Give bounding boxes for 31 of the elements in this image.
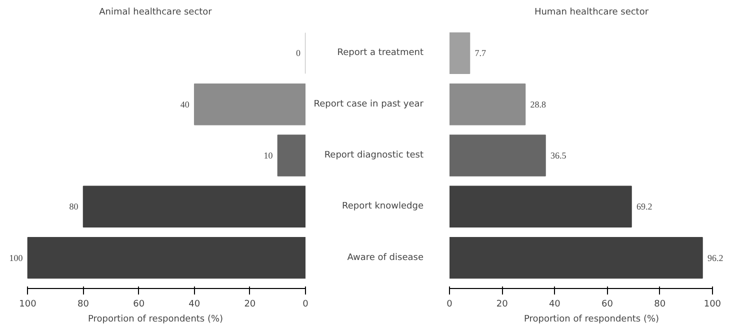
x-tick-label: 0 [446,300,453,310]
x-tick-label: 40 [548,300,561,310]
y-tick-label: Report case in past year [314,99,424,110]
x-tick-label: 40 [188,300,200,310]
x-tick-label: 20 [244,300,256,310]
x-tick-label: 0 [302,300,309,310]
x-tick-label: 80 [654,300,666,310]
data-label: 28.8 [530,99,546,110]
y-tick-label: Aware of disease [347,252,424,263]
x-tick-label: 100 [704,300,722,310]
chart-title: Human healthcare sector [534,8,649,18]
data-label: 36.5 [550,150,567,160]
x-axis-title: Proportion of respondents (%) [88,314,224,324]
data-label: 80 [69,202,79,212]
data-label: 40 [180,99,190,110]
data-label: 96.2 [707,252,724,263]
data-label: 100 [9,252,24,263]
data-label: 7.7 [474,48,486,58]
data-label: 10 [264,150,274,160]
x-tick-label: 60 [133,300,145,310]
y-tick-label: Report a treatment [337,48,424,58]
x-tick-label: 20 [496,300,508,310]
x-tick-label: 60 [602,300,614,310]
x-tick-label: 100 [19,300,37,310]
x-tick-label: 80 [78,300,90,310]
chart-title: Animal healthcare sector [99,8,212,18]
data-label: 69.2 [636,202,652,212]
x-axis-title: Proportion of respondents (%) [524,314,660,324]
data-label: 0 [296,48,301,58]
y-tick-label: Report diagnostic test [324,150,424,160]
y-tick-label: Report knowledge [342,202,424,212]
